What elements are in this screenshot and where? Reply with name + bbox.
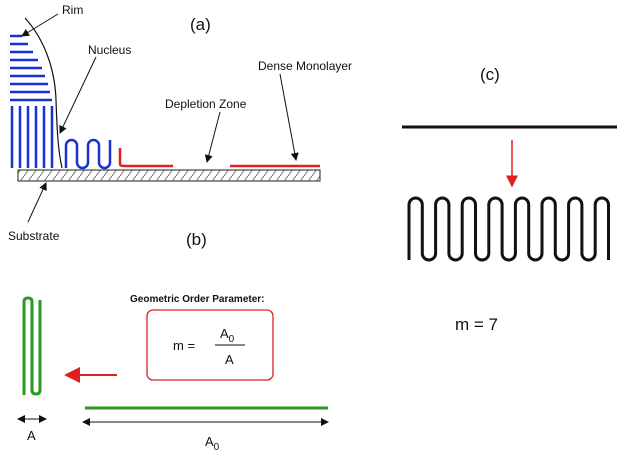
label: A0 [205,434,220,451]
folded-chain [24,298,40,395]
substrate-block [18,170,320,181]
pointers [22,14,296,222]
label: Rim [62,3,83,17]
shapes [10,14,617,422]
formula-box [147,310,273,380]
panel-label: (a) [190,15,211,34]
folded-chain [409,198,609,260]
label: Substrate [8,229,60,243]
panel-label: (b) [186,230,207,249]
subscript: 0 [214,442,220,451]
label: m = 7 [455,315,498,334]
symbol: A [220,326,229,341]
label: Depletion Zone [165,97,247,111]
chain-red [120,148,173,166]
symbol: A [205,434,214,449]
subscript: 0 [229,334,235,345]
folded-chain [66,140,110,168]
formula: A0 [220,326,235,345]
label: A [27,428,36,443]
label: Nucleus [88,43,131,57]
rim-layers [10,36,52,168]
heading: Geometric Order Parameter: [130,294,265,305]
formula: A [225,352,234,367]
diagram: (a) Rim Nucleus Dense Monolayer Depletio… [0,0,618,451]
label: Dense Monolayer [258,59,352,73]
panel-label: (c) [480,65,500,84]
formula: m = [173,338,195,353]
